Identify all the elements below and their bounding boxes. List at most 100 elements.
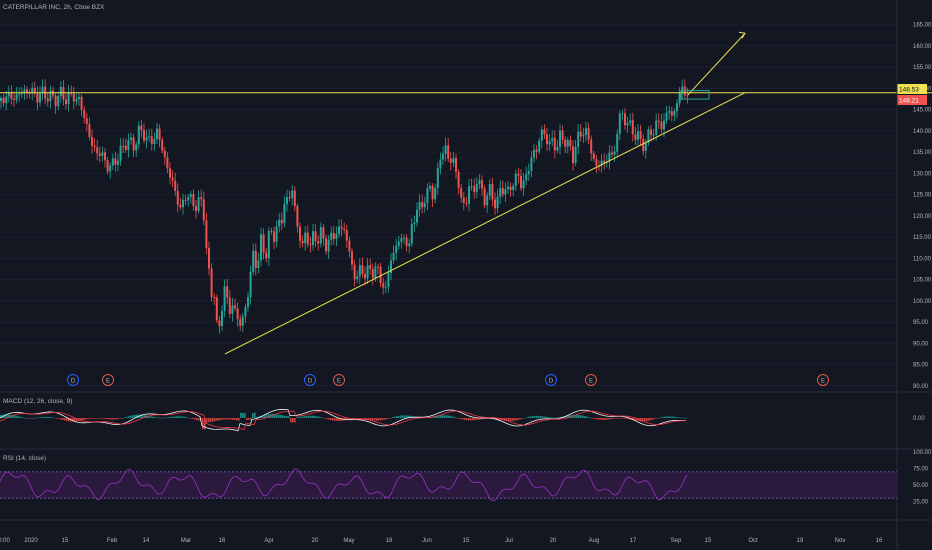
candle-body bbox=[236, 308, 239, 320]
candle-body bbox=[608, 152, 611, 162]
price-box bbox=[680, 90, 710, 100]
macd-histogram-bar bbox=[406, 415, 408, 418]
macd-histogram-bar bbox=[292, 418, 294, 423]
macd-histogram-bar bbox=[298, 417, 300, 418]
candle-body bbox=[504, 189, 507, 195]
candle-body bbox=[36, 93, 39, 103]
price-axis[interactable]: 165.00160.00155.00150.00145.00140.00135.… bbox=[913, 23, 932, 390]
macd-histogram-bar bbox=[574, 414, 576, 418]
macd-histogram-bar bbox=[334, 418, 336, 421]
macd-histogram-bar bbox=[348, 418, 350, 420]
candle-body bbox=[618, 113, 621, 134]
candle-body bbox=[200, 197, 203, 200]
macd-histogram-bar bbox=[242, 412, 244, 418]
macd-histogram-bar bbox=[618, 418, 620, 419]
event-marker-circle bbox=[304, 374, 316, 386]
candle-body bbox=[522, 180, 525, 189]
candle-body bbox=[553, 137, 556, 151]
candle-body bbox=[265, 252, 268, 259]
candle-body bbox=[470, 186, 473, 188]
macd-histogram-bar bbox=[394, 416, 396, 418]
macd-histogram-bar bbox=[526, 417, 528, 418]
candle-body bbox=[663, 120, 665, 130]
x-tick-label: 16 bbox=[219, 538, 226, 544]
x-tick-label: Apr bbox=[264, 538, 273, 544]
candle-body bbox=[241, 316, 244, 326]
trend-lines bbox=[0, 31, 932, 355]
macd-histogram-bar bbox=[614, 418, 616, 419]
macd-histogram-bar bbox=[338, 418, 340, 421]
candle-body bbox=[213, 296, 216, 298]
macd-histogram-bar bbox=[44, 416, 46, 418]
macd-histogram-bar bbox=[216, 418, 218, 421]
macd-histogram-bar bbox=[34, 417, 36, 419]
y-tick-label: 140.00 bbox=[913, 129, 932, 135]
candle-body bbox=[585, 128, 587, 135]
macd-histogram-bar bbox=[26, 417, 28, 419]
candle-body bbox=[13, 98, 15, 100]
candle-body bbox=[54, 95, 57, 107]
candle-body bbox=[267, 230, 270, 259]
time-axis[interactable]: 0:00 2020 15 Feb 14 Mar 16 Apr 20 May 18 Jun 15 Jul 20… bbox=[0, 538, 883, 544]
candle-body bbox=[91, 136, 93, 146]
macd-histogram-bar bbox=[602, 418, 604, 420]
macd-histogram-bar bbox=[308, 415, 310, 418]
macd-histogram-bar bbox=[312, 415, 314, 418]
event-marker-D: D bbox=[304, 374, 316, 386]
macd-histogram-bar bbox=[554, 417, 556, 419]
x-tick-label: Sep bbox=[671, 538, 682, 544]
x-tick-label: Aug bbox=[589, 538, 600, 544]
candle-body bbox=[28, 92, 31, 94]
macd-histogram-bar bbox=[480, 418, 482, 420]
macd-histogram-bar bbox=[0, 414, 2, 418]
candle-body bbox=[670, 111, 673, 116]
macd-histogram-bar bbox=[384, 418, 386, 420]
candle-body bbox=[205, 220, 208, 248]
macd-histogram-bar bbox=[222, 418, 224, 420]
candle-body bbox=[122, 145, 125, 147]
price-pane: D E D E D E E CATERPILLAR INC, 2h, Cboe BZX bbox=[0, 4, 932, 387]
macd-histogram-bar bbox=[544, 416, 546, 418]
macd-histogram-bar bbox=[410, 415, 412, 418]
macd-histogram-bar bbox=[660, 417, 662, 418]
candle-body bbox=[655, 120, 658, 135]
candle-body bbox=[153, 139, 156, 144]
candle-body bbox=[392, 252, 395, 261]
candle-body bbox=[569, 140, 572, 147]
candle-body bbox=[179, 204, 182, 208]
x-tick-label: 17 bbox=[630, 538, 637, 544]
candle-body bbox=[405, 237, 408, 246]
candle-body bbox=[452, 158, 455, 163]
candle-body bbox=[98, 153, 101, 156]
event-marker-circle bbox=[333, 374, 345, 386]
macd-histogram-bar bbox=[556, 417, 558, 419]
candle-body bbox=[535, 149, 538, 152]
projection-arrow bbox=[687, 32, 746, 96]
candle-body bbox=[631, 120, 634, 135]
event-marker-letter: D bbox=[71, 378, 76, 384]
candle-body bbox=[366, 265, 369, 279]
macd-histogram-bar bbox=[178, 416, 180, 418]
macd-histogram-bar bbox=[380, 418, 382, 421]
macd-histogram-bar bbox=[392, 417, 394, 418]
macd-histogram-bar bbox=[592, 418, 594, 419]
macd-histogram-bar bbox=[470, 418, 472, 421]
candle-body bbox=[626, 123, 629, 126]
candle-body bbox=[221, 310, 223, 327]
macd-histogram-bar bbox=[276, 414, 278, 418]
macd-histogram-bar bbox=[272, 413, 274, 418]
macd-histogram-bar bbox=[50, 417, 52, 418]
candle-body bbox=[254, 250, 257, 268]
candle-body bbox=[124, 145, 127, 150]
candle-body bbox=[382, 283, 385, 288]
macd-histogram-bar bbox=[132, 415, 134, 418]
macd-histogram-bar bbox=[328, 418, 330, 420]
candle-body bbox=[400, 238, 403, 242]
macd-histogram-bar bbox=[36, 417, 38, 419]
macd-histogram-bar bbox=[196, 418, 198, 421]
macd-histogram-bar bbox=[550, 417, 552, 418]
macd-histogram-bar bbox=[354, 418, 356, 419]
macd-histogram-bar bbox=[518, 418, 520, 420]
event-marker-circle bbox=[585, 374, 597, 386]
